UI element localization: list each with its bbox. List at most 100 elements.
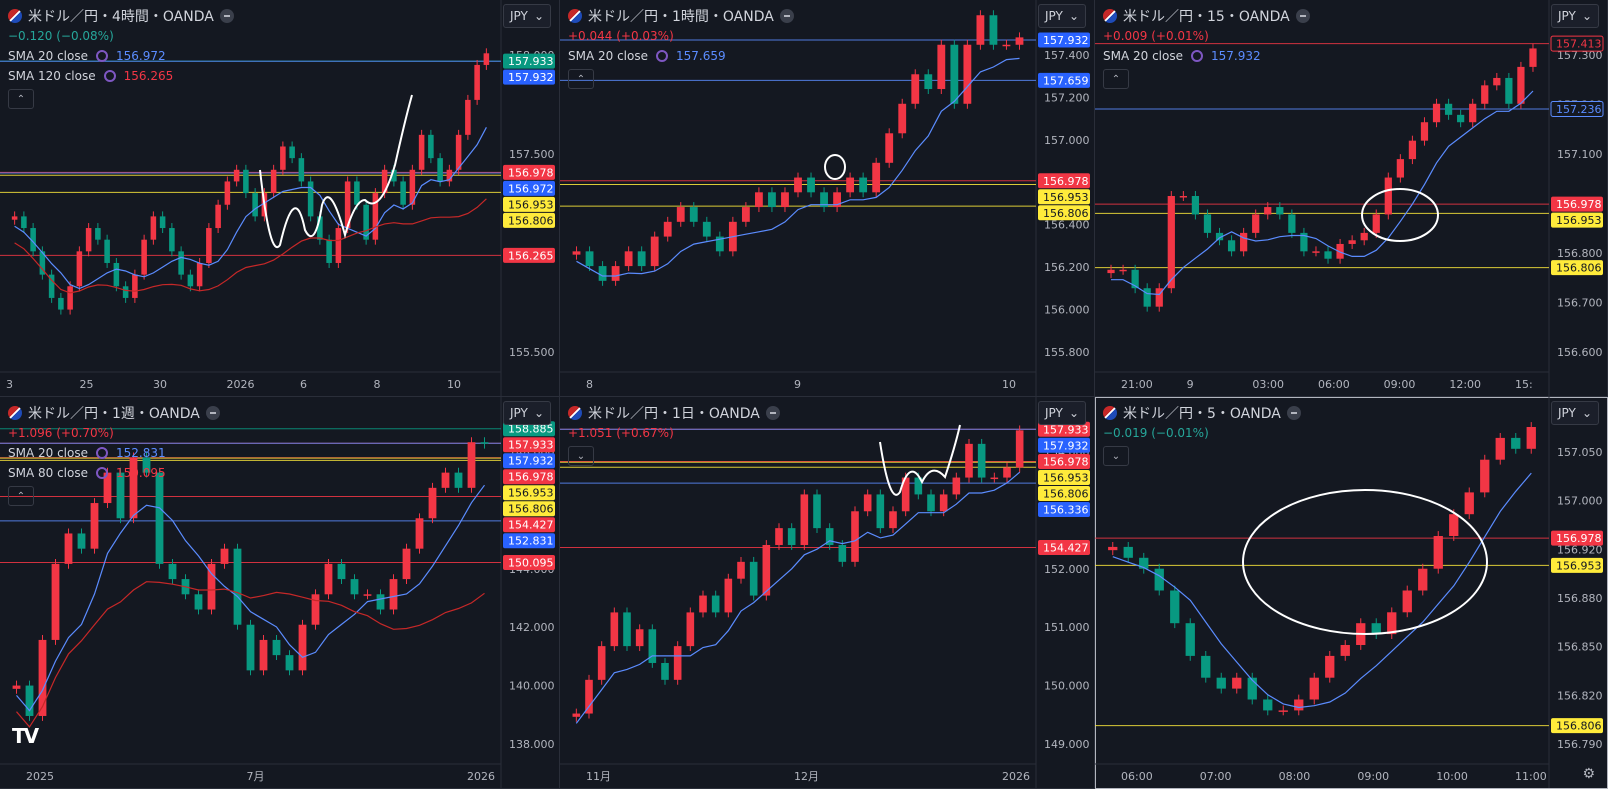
candle-body	[1309, 677, 1319, 700]
price-badge-bg	[1038, 437, 1090, 453]
symbol-title[interactable]: 米ドル／円・4時間・OANDA	[28, 9, 214, 25]
time-tick-label: 7月	[247, 770, 265, 783]
collapse-legend-button[interactable]: ⌃	[1103, 69, 1129, 89]
hide-legend-icon[interactable]	[205, 406, 220, 420]
indicator-source-icon[interactable]	[96, 447, 108, 459]
indicator-row[interactable]: SMA 20 close 152.831	[8, 446, 220, 460]
candle-body	[1167, 196, 1175, 289]
candle-body	[846, 177, 855, 193]
currency-select[interactable]: JPY ⌄	[1038, 4, 1086, 28]
hide-legend-icon[interactable]	[219, 9, 234, 23]
tradingview-logo: TV	[12, 724, 39, 748]
candle-body	[1529, 48, 1537, 67]
indicator-row[interactable]: SMA 80 close 150.095	[8, 466, 220, 480]
symbol-title[interactable]: 米ドル／円・5・OANDA	[1123, 406, 1281, 422]
hide-legend-icon[interactable]	[1295, 9, 1310, 23]
us-jp-flag-icon	[568, 406, 582, 420]
candle-body	[90, 503, 99, 549]
panel-4h[interactable]: 米ドル／円・4時間・OANDA −0.120 (−0.08%) SMA 20 clo…	[0, 0, 560, 397]
candle-body	[1015, 430, 1024, 468]
panel-1w[interactable]: 米ドル／円・1週・OANDA +1.096 (+0.70%) SMA 20 clos…	[0, 397, 560, 789]
currency-select[interactable]: JPY ⌄	[1038, 401, 1086, 425]
indicator-row[interactable]: SMA 120 close 156.265	[8, 69, 234, 83]
time-tick-label: 9	[1187, 378, 1194, 391]
indicator-source-icon[interactable]	[103, 70, 116, 82]
price-tick-label: 157.050	[1557, 446, 1603, 459]
price-badge-bg	[503, 53, 555, 69]
price-badge-label: 154.427	[1043, 541, 1089, 554]
price-badge-bg	[503, 180, 555, 196]
candle-body	[317, 216, 323, 240]
hide-legend-icon[interactable]	[1286, 406, 1301, 420]
candle-body	[1444, 103, 1453, 115]
currency-select[interactable]: JPY ⌄	[503, 4, 551, 28]
candle-body	[686, 612, 695, 647]
currency-select[interactable]: JPY ⌄	[1551, 401, 1599, 425]
symbol-title[interactable]: 米ドル／円・1時間・OANDA	[588, 9, 774, 25]
price-badge-label: 156.978	[1556, 532, 1602, 545]
time-tick-label: 3	[6, 378, 13, 391]
indicator-row[interactable]: SMA 20 close 157.659	[568, 49, 794, 63]
candle-body	[21, 216, 27, 229]
candle-body	[344, 181, 351, 229]
currency-label: JPY	[1045, 406, 1063, 420]
indicator-label: SMA 20 close	[1103, 49, 1183, 63]
indicator-row[interactable]: SMA 20 close 156.972	[8, 49, 234, 63]
candle-body	[781, 192, 789, 208]
candle-body	[1449, 514, 1459, 536]
collapse-legend-button[interactable]: ⌄	[1103, 446, 1129, 466]
collapse-legend-button[interactable]: ⌃	[8, 486, 34, 506]
candle-body	[354, 181, 360, 205]
price-badge: 156.265	[503, 247, 555, 263]
indicator-source-icon[interactable]	[656, 50, 668, 62]
hide-legend-icon[interactable]	[765, 406, 780, 420]
panel-5m[interactable]: 米ドル／円・5・OANDA −0.019 (−0.01%) ⌄ JPY ⌄ 157.050…	[1095, 397, 1608, 789]
candle-body	[159, 216, 166, 229]
candle-body	[285, 655, 294, 671]
candle-body	[196, 262, 203, 287]
currency-select[interactable]: JPY ⌄	[503, 401, 551, 425]
indicator-source-icon[interactable]	[1191, 50, 1203, 62]
price-badge-bg	[503, 485, 555, 501]
hide-legend-icon[interactable]	[779, 9, 794, 23]
us-jp-flag-icon	[1103, 406, 1117, 420]
us-jp-flag-icon	[8, 406, 22, 420]
currency-select[interactable]: JPY ⌄	[1551, 4, 1599, 28]
indicator-row[interactable]: SMA 20 close 157.932	[1103, 49, 1310, 63]
candle-body	[51, 563, 60, 640]
symbol-title[interactable]: 米ドル／円・1日・OANDA	[588, 406, 760, 422]
price-tick-label: 157.200	[1044, 91, 1090, 104]
indicator-source-icon[interactable]	[96, 467, 108, 479]
price-tick-label: 156.600	[1557, 346, 1603, 359]
chart-svg: 157.300157.200157.100156.900156.800156.7…	[1095, 0, 1604, 396]
indicator-value: 150.095	[116, 466, 166, 480]
sma-long-line	[16, 581, 485, 728]
us-jp-flag-icon	[568, 9, 582, 23]
panel-1h[interactable]: 米ドル／円・1時間・OANDA +0.044 (+0.03%) SMA 20 clo…	[560, 0, 1095, 397]
collapse-legend-button[interactable]: ⌄	[568, 446, 594, 466]
legend-title-row: 米ドル／円・4時間・OANDA	[8, 6, 234, 26]
candle-body	[585, 679, 593, 714]
candle-body	[324, 563, 333, 595]
candle-body	[1003, 467, 1011, 478]
price-badge-label: 156.978	[1043, 175, 1089, 188]
candle-body	[813, 494, 821, 529]
candle-body	[233, 548, 242, 625]
price-tick-label: 157.300	[1557, 49, 1603, 62]
collapse-legend-button[interactable]: ⌃	[568, 69, 594, 89]
symbol-title[interactable]: 米ドル／円・15・OANDA	[1123, 9, 1290, 25]
collapse-legend-button[interactable]: ⌃	[8, 89, 34, 109]
candle-body	[326, 239, 332, 263]
candle-body	[898, 103, 907, 134]
panel-1d[interactable]: 米ドル／円・1日・OANDA+1.051 (+0.67%)⌄JPY⌄154.00…	[560, 397, 1095, 789]
price-tick-label: 156.850	[1557, 641, 1603, 654]
candle-body	[977, 443, 986, 478]
currency-label: JPY	[510, 9, 528, 23]
symbol-title[interactable]: 米ドル／円・1週・OANDA	[28, 406, 200, 422]
indicator-source-icon[interactable]	[96, 50, 108, 62]
candle-body	[1294, 699, 1304, 711]
gear-icon[interactable]: ⚙	[1582, 766, 1595, 782]
panel-15m[interactable]: 米ドル／円・15・OANDA +0.009 (+0.01%) SMA 20 clos…	[1095, 0, 1608, 397]
candle-body	[206, 228, 212, 263]
candle-body	[132, 274, 138, 298]
